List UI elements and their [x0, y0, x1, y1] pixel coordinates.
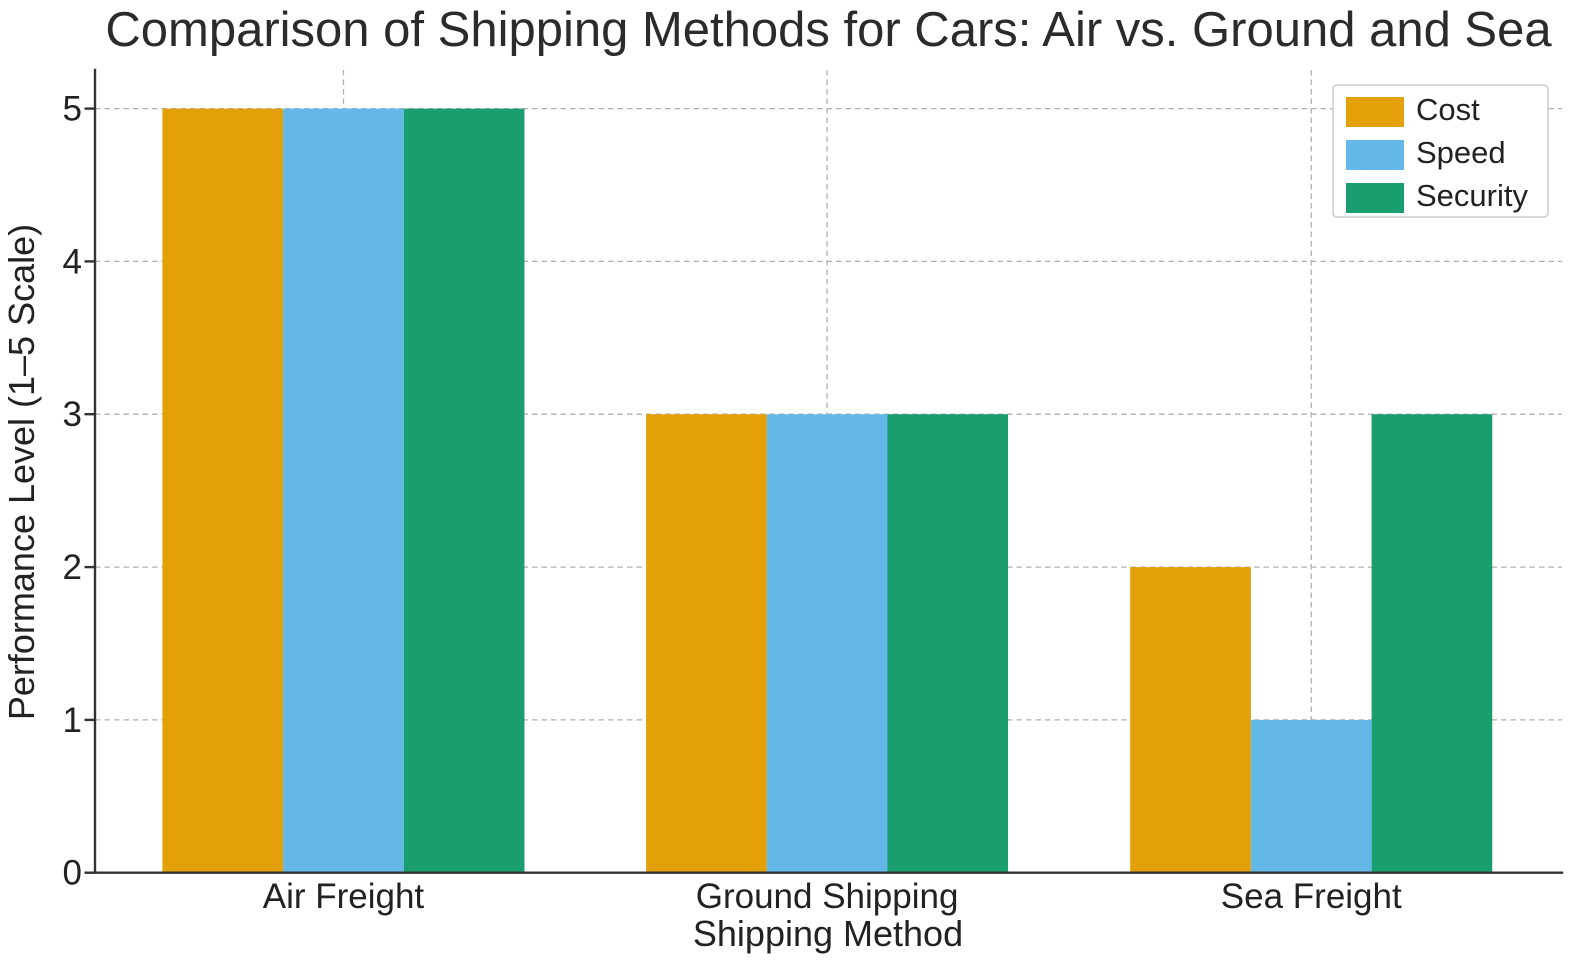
svg-text:5: 5: [63, 90, 82, 129]
svg-text:0: 0: [63, 854, 82, 893]
svg-text:Security: Security: [1416, 178, 1528, 213]
svg-text:4: 4: [63, 242, 82, 281]
svg-text:Sea Freight: Sea Freight: [1221, 877, 1402, 916]
svg-text:2: 2: [63, 548, 82, 587]
svg-text:3: 3: [63, 395, 82, 434]
svg-text:Ground Shipping: Ground Shipping: [696, 877, 959, 916]
svg-text:Speed: Speed: [1416, 135, 1506, 170]
svg-text:Cost: Cost: [1416, 92, 1480, 127]
svg-text:1: 1: [63, 701, 82, 740]
svg-text:Air Freight: Air Freight: [263, 877, 425, 916]
